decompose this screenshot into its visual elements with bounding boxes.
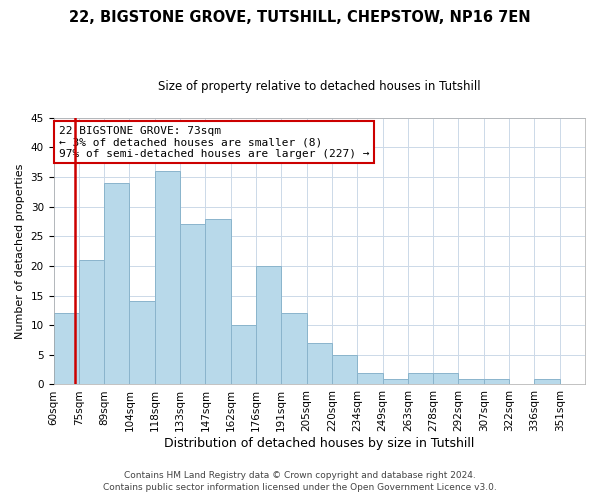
- Text: Contains HM Land Registry data © Crown copyright and database right 2024.
Contai: Contains HM Land Registry data © Crown c…: [103, 471, 497, 492]
- Bar: [256, 266, 281, 384]
- Bar: [53, 314, 79, 384]
- Bar: [180, 224, 205, 384]
- Bar: [535, 378, 560, 384]
- Bar: [332, 355, 357, 384]
- Bar: [408, 372, 433, 384]
- Bar: [230, 325, 256, 384]
- Bar: [307, 343, 332, 384]
- Bar: [205, 218, 230, 384]
- Bar: [484, 378, 509, 384]
- Bar: [281, 314, 307, 384]
- Bar: [155, 171, 180, 384]
- Bar: [79, 260, 104, 384]
- Y-axis label: Number of detached properties: Number of detached properties: [15, 164, 25, 339]
- X-axis label: Distribution of detached houses by size in Tutshill: Distribution of detached houses by size …: [164, 437, 475, 450]
- Bar: [104, 183, 130, 384]
- Bar: [130, 302, 155, 384]
- Bar: [433, 372, 458, 384]
- Text: 22 BIGSTONE GROVE: 73sqm
← 3% of detached houses are smaller (8)
97% of semi-det: 22 BIGSTONE GROVE: 73sqm ← 3% of detache…: [59, 126, 370, 159]
- Title: Size of property relative to detached houses in Tutshill: Size of property relative to detached ho…: [158, 80, 481, 93]
- Text: 22, BIGSTONE GROVE, TUTSHILL, CHEPSTOW, NP16 7EN: 22, BIGSTONE GROVE, TUTSHILL, CHEPSTOW, …: [69, 10, 531, 25]
- Bar: [458, 378, 484, 384]
- Bar: [383, 378, 408, 384]
- Bar: [357, 372, 383, 384]
